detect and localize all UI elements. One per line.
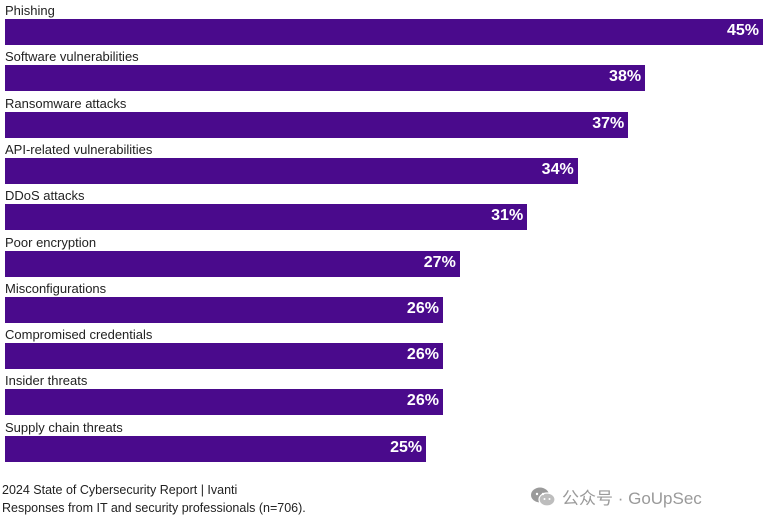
bar: 25% [5,435,427,462]
category-label: Insider threats [5,373,88,389]
bar-value-label: 34% [541,160,574,178]
bar: 45% [5,19,763,45]
bar-value-label: 45% [726,22,759,39]
bar-value-label: 26% [406,392,439,410]
bar: 26% [5,389,443,416]
watermark-text: 公众号 · GoUpSec [562,489,702,508]
bar-value-label: 26% [406,299,439,317]
category-label: Compromised credentials [5,327,153,343]
category-label: Ransomware attacks [5,95,127,111]
bar: 26% [5,343,443,370]
source-line: 2024 State of Cybersecurity Report | Iva… [2,483,238,497]
category-label: Supply chain threats [5,419,123,435]
bar: 38% [5,65,646,92]
bar: 31% [5,204,528,231]
category-label: Software vulnerabilities [5,49,139,65]
bar-value-label: 37% [592,114,625,132]
bar: 26% [5,296,443,323]
category-label: Phishing [5,3,55,18]
sample-note: Responses from IT and security professio… [2,501,306,515]
bar-value-label: 38% [609,68,642,86]
category-label: DDoS attacks [5,188,85,204]
category-label: Poor encryption [5,234,97,250]
bar: 34% [5,157,578,184]
bar: 27% [5,250,460,277]
bar-value-label: 26% [406,346,439,364]
category-label: Misconfigurations [5,280,107,296]
bar-value-label: 27% [423,253,456,271]
watermark: 公众号 · GoUpSec [530,484,702,509]
bar-value-label: 25% [390,438,423,456]
category-label: API-related vulnerabilities [5,141,153,157]
wechat-icon [531,487,556,507]
bar: 37% [5,111,629,138]
bar-chart: Phishing 45% Software vulnerabilities 38% Ra… [5,3,763,462]
bar-value-label: 31% [491,207,524,225]
